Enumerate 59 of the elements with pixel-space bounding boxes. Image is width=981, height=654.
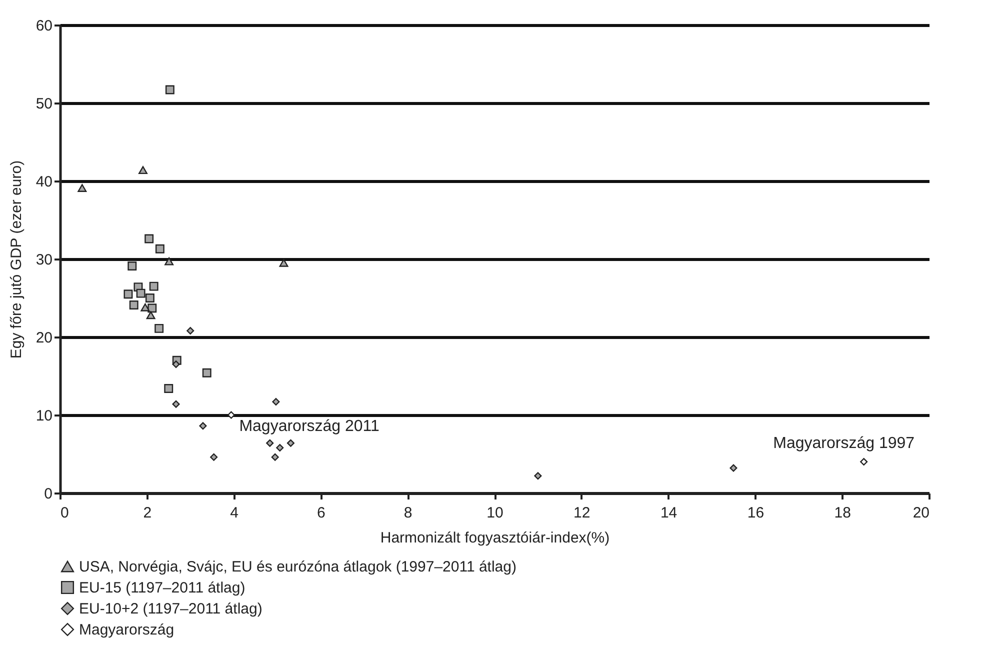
point [140,303,150,312]
point [129,300,138,310]
point [202,368,212,378]
x-tick-label: 18 [834,504,851,522]
legend-label: USA, Norvégia, Svájc, EU és eurózóna átlagok (1997–2011 átlag) [79,558,516,576]
point [276,444,284,452]
point [149,282,158,291]
y-tick-label: 0 [44,486,52,502]
y-tick-label: 20 [36,330,52,346]
y-tick-label: 50 [36,96,52,112]
point [124,290,133,299]
x-axis-title: Harmonizált fogyasztóiár-index(%) [380,530,610,546]
x-tick-label: 14 [660,504,678,522]
legend-label: EU-15 (1197–2011 átlag) [79,580,246,596]
point [210,453,218,461]
point [78,184,87,192]
point [279,258,288,267]
point [154,324,164,333]
y-tick-label: 10 [36,408,52,424]
point [227,411,235,419]
annotation: Magyarország 2011 [239,418,380,435]
point [128,262,137,270]
x-tick-label: 10 [486,504,504,522]
point [172,400,180,408]
point [136,288,146,298]
y-tick-label: 30 [36,252,52,268]
point [860,458,868,466]
point [155,244,164,254]
point [286,439,294,447]
point [138,166,148,174]
x-tick-label: 8 [404,504,412,522]
x-tick-label: 6 [317,504,326,522]
point [534,472,542,480]
y-tick-label: 60 [36,18,52,34]
x-tick-label: 4 [230,504,238,522]
x-tick-label: 20 [912,504,930,522]
point [266,439,274,447]
point [144,234,154,244]
annotation: Magyarország 1997 [773,434,915,452]
point [272,398,280,406]
point [730,464,738,472]
legend-label: Magyarország [79,622,174,638]
point [186,327,194,335]
x-tick-label: 2 [143,504,152,522]
point [164,384,174,393]
legend-label: EU-10+2 (1197–2011 átlag) [79,600,262,618]
y-axis-title: Egy főre jutó GDP (ezer euro) [8,160,25,359]
point [271,453,279,461]
point [164,257,174,266]
point [165,85,174,94]
point [148,304,157,313]
y-tick-label: 40 [36,174,52,190]
x-tick-label: 16 [747,504,764,522]
point [172,360,180,368]
point [199,422,207,430]
point [146,311,156,320]
point [145,294,154,302]
x-tick-label: 12 [574,504,590,522]
x-tick-label: 0 [60,504,69,522]
